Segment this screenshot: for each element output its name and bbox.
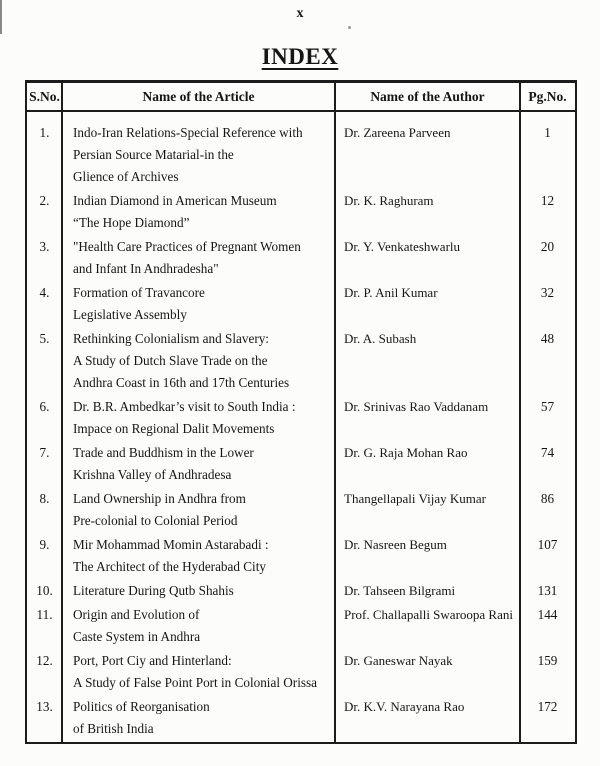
- article-title: Indo-Iran Relations-Special Reference wi…: [73, 125, 303, 184]
- author-name: Dr. K.V. Narayana Rao: [344, 699, 465, 714]
- article-title: Land Ownership in Andhra from Pre-colonia…: [73, 491, 246, 528]
- column-divider-sno: [61, 83, 63, 742]
- header-article-name: Name of the Article: [142, 88, 255, 104]
- row-serial-number: 10.: [36, 583, 53, 598]
- article-title: Indian Diamond in American Museum “The Ho…: [73, 193, 277, 230]
- page-reference: 48: [540, 331, 555, 346]
- column-divider-author: [519, 83, 521, 742]
- page-number: x: [296, 6, 304, 21]
- row-serial-number: 5.: [39, 331, 50, 346]
- article-title: Rethinking Colonialism and Slavery: A Stu…: [73, 331, 290, 390]
- article-title: Port, Port Ciy and Hinterland: A Study of…: [73, 653, 317, 690]
- page-reference: 1: [544, 125, 551, 140]
- page-reference: 131: [537, 583, 558, 598]
- page-reference: 32: [540, 285, 555, 300]
- article-title: Mir Mohammad Momin Astarabadi : The Archi…: [73, 537, 269, 574]
- page-reference: 86: [540, 491, 555, 506]
- row-serial-number: 12.: [36, 653, 53, 668]
- author-name: Dr. K. Raghuram: [344, 193, 434, 208]
- row-serial-number: 7.: [39, 445, 50, 460]
- row-serial-number: 8.: [39, 491, 50, 506]
- column-divider-article: [334, 83, 336, 742]
- row-serial-number: 4.: [39, 285, 50, 300]
- row-serial-number: 2.: [39, 193, 50, 208]
- author-name: Dr. Y. Venkateshwarlu: [344, 239, 461, 254]
- header-serial-number: S.No.: [29, 88, 60, 104]
- author-name: Dr. Ganeswar Nayak: [344, 653, 453, 668]
- header-page-number: Pg.No.: [528, 88, 567, 104]
- table-body: 1. Indo-Iran Relations-Special Reference…: [27, 112, 575, 742]
- article-title: Origin and Evolution of Caste System in A…: [73, 607, 201, 644]
- page-reference: 20: [540, 239, 555, 254]
- author-name: Dr. G. Raja Mohan Rao: [344, 445, 468, 460]
- author-name: Dr. Srinivas Rao Vaddanam: [344, 399, 489, 414]
- article-title: Dr. B.R. Ambedkar’s visit to South India…: [73, 399, 296, 436]
- page-reference: 172: [537, 699, 558, 714]
- article-title: Politics of Reorganisation of British Ind…: [73, 699, 210, 736]
- page-reference: 107: [537, 537, 558, 552]
- author-name: Dr. Zareena Parveen: [344, 125, 451, 140]
- author-name: Dr. A. Subash: [344, 331, 417, 346]
- row-serial-number: 3.: [39, 239, 50, 254]
- page-reference: 144: [537, 607, 558, 622]
- article-title: Literature During Qutb Shahis: [73, 583, 234, 598]
- author-name: Dr. Nasreen Begum: [344, 537, 447, 552]
- page-reference: 74: [540, 445, 555, 460]
- index-table: S.No. Name of the Article Name of the Au…: [25, 80, 577, 744]
- scan-speck-artifact: [348, 26, 351, 29]
- row-serial-number: 6.: [39, 399, 50, 414]
- author-name: Dr. P. Anil Kumar: [344, 285, 438, 300]
- row-serial-number: 13.: [36, 699, 53, 714]
- page-reference: 12: [540, 193, 555, 208]
- author-name: Prof. Challapalli Swaroopa Rani: [344, 607, 513, 622]
- page-reference: 159: [537, 653, 558, 668]
- row-serial-number: 1.: [39, 125, 50, 140]
- page-title: INDEX: [261, 44, 339, 69]
- article-title: Trade and Buddhism in the Lower Krishna V…: [73, 445, 254, 482]
- header-author-name: Name of the Author: [370, 88, 485, 104]
- page-reference: 57: [540, 399, 555, 414]
- article-title: Formation of Travancore Legislative Assem…: [73, 285, 205, 322]
- row-serial-number: 9.: [39, 537, 50, 552]
- table-header: S.No. Name of the Article Name of the Au…: [27, 83, 575, 112]
- article-title: "Health Care Practices of Pregnant Women…: [73, 239, 301, 276]
- row-serial-number: 11.: [36, 607, 53, 622]
- author-name: Dr. Tahseen Bilgrami: [344, 583, 456, 598]
- author-name: Thangellapali Vijay Kumar: [344, 491, 486, 506]
- scan-edge-artifact: [0, 0, 2, 34]
